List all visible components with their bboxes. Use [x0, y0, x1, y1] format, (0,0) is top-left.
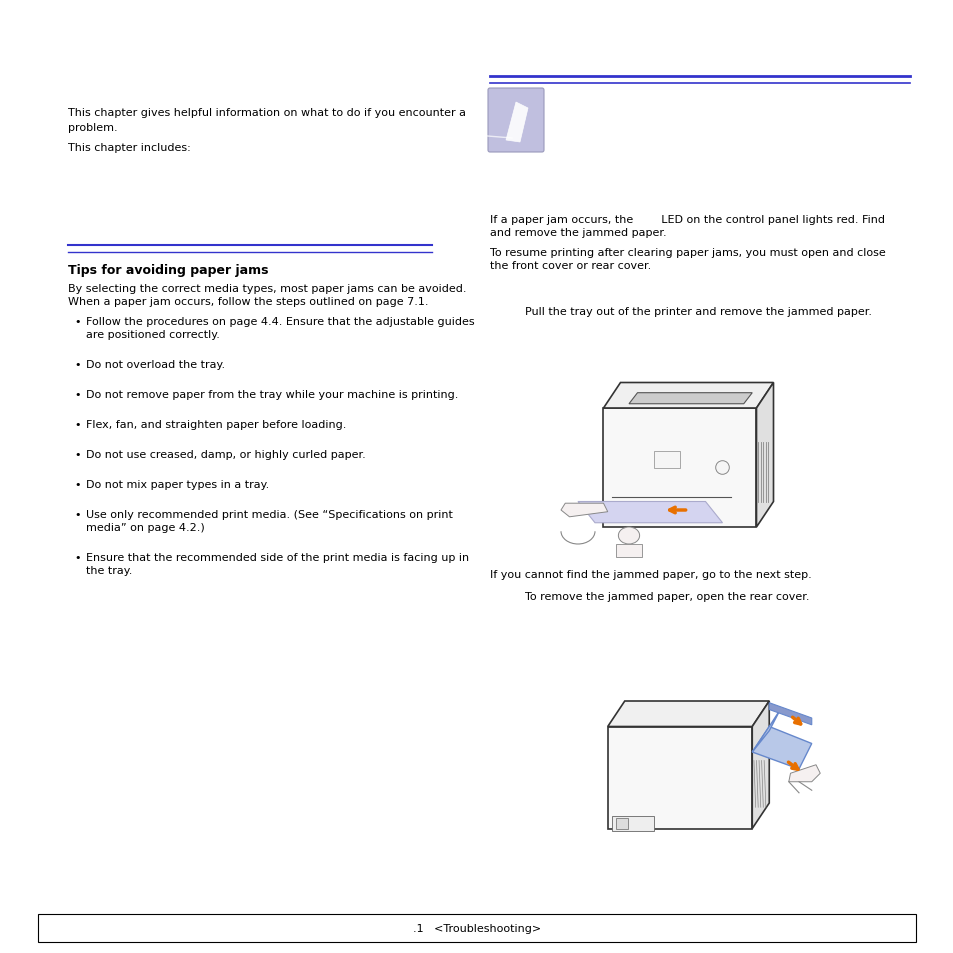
Polygon shape — [603, 409, 756, 527]
Text: If a paper jam occurs, the        LED on the control panel lights red. Find: If a paper jam occurs, the LED on the co… — [490, 214, 884, 225]
Bar — [654, 451, 679, 468]
Polygon shape — [505, 103, 527, 143]
Text: Follow the procedures on page 4.4. Ensure that the adjustable guides: Follow the procedures on page 4.4. Ensur… — [86, 316, 475, 327]
Text: Do not use creased, damp, or highly curled paper.: Do not use creased, damp, or highly curl… — [86, 450, 365, 459]
Text: •: • — [74, 479, 80, 490]
Text: This chapter gives helpful information on what to do if you encounter a: This chapter gives helpful information o… — [68, 108, 465, 118]
Circle shape — [715, 461, 728, 475]
Text: •: • — [74, 390, 80, 399]
Text: the front cover or rear cover.: the front cover or rear cover. — [490, 261, 651, 271]
Polygon shape — [607, 727, 752, 828]
Bar — [616, 819, 627, 828]
Text: problem.: problem. — [68, 123, 117, 132]
Text: and remove the jammed paper.: and remove the jammed paper. — [490, 228, 666, 237]
Text: Do not mix paper types in a tray.: Do not mix paper types in a tray. — [86, 479, 269, 490]
Text: To remove the jammed paper, open the rear cover.: To remove the jammed paper, open the rea… — [524, 592, 809, 601]
Text: Tips for avoiding paper jams: Tips for avoiding paper jams — [68, 264, 268, 276]
Polygon shape — [756, 383, 773, 527]
Text: .1   <Troubleshooting>: .1 <Troubleshooting> — [413, 923, 540, 933]
Polygon shape — [628, 394, 752, 404]
Polygon shape — [752, 710, 780, 752]
Text: •: • — [74, 419, 80, 430]
Polygon shape — [578, 502, 721, 523]
Polygon shape — [768, 703, 811, 725]
Polygon shape — [752, 727, 811, 769]
Polygon shape — [603, 383, 773, 409]
Text: •: • — [74, 510, 80, 519]
Text: This chapter includes:: This chapter includes: — [68, 143, 191, 152]
Text: •: • — [74, 553, 80, 562]
FancyBboxPatch shape — [488, 89, 543, 152]
Ellipse shape — [618, 527, 639, 544]
Text: •: • — [74, 359, 80, 370]
Polygon shape — [752, 701, 768, 828]
Text: •: • — [74, 316, 80, 327]
Text: Flex, fan, and straighten paper before loading.: Flex, fan, and straighten paper before l… — [86, 419, 346, 430]
Text: By selecting the correct media types, most paper jams can be avoided.: By selecting the correct media types, mo… — [68, 284, 466, 294]
Polygon shape — [607, 701, 768, 727]
Text: the tray.: the tray. — [86, 565, 132, 576]
Bar — [38, 914, 915, 942]
Polygon shape — [616, 544, 641, 558]
Polygon shape — [560, 504, 607, 517]
Text: are positioned correctly.: are positioned correctly. — [86, 330, 219, 339]
Text: Ensure that the recommended side of the print media is facing up in: Ensure that the recommended side of the … — [86, 553, 469, 562]
Text: •: • — [74, 450, 80, 459]
Text: When a paper jam occurs, follow the steps outlined on page 7.1.: When a paper jam occurs, follow the step… — [68, 296, 428, 307]
Text: Do not remove paper from the tray while your machine is printing.: Do not remove paper from the tray while … — [86, 390, 457, 399]
Text: If you cannot find the jammed paper, go to the next step.: If you cannot find the jammed paper, go … — [490, 569, 811, 579]
Polygon shape — [788, 765, 820, 781]
Text: Use only recommended print media. (See “Specifications on print: Use only recommended print media. (See “… — [86, 510, 453, 519]
Text: To resume printing after clearing paper jams, you must open and close: To resume printing after clearing paper … — [490, 248, 884, 257]
Text: media” on page 4.2.): media” on page 4.2.) — [86, 522, 205, 533]
Text: Do not overload the tray.: Do not overload the tray. — [86, 359, 225, 370]
Bar — [612, 816, 654, 831]
Text: Pull the tray out of the printer and remove the jammed paper.: Pull the tray out of the printer and rem… — [524, 307, 871, 316]
